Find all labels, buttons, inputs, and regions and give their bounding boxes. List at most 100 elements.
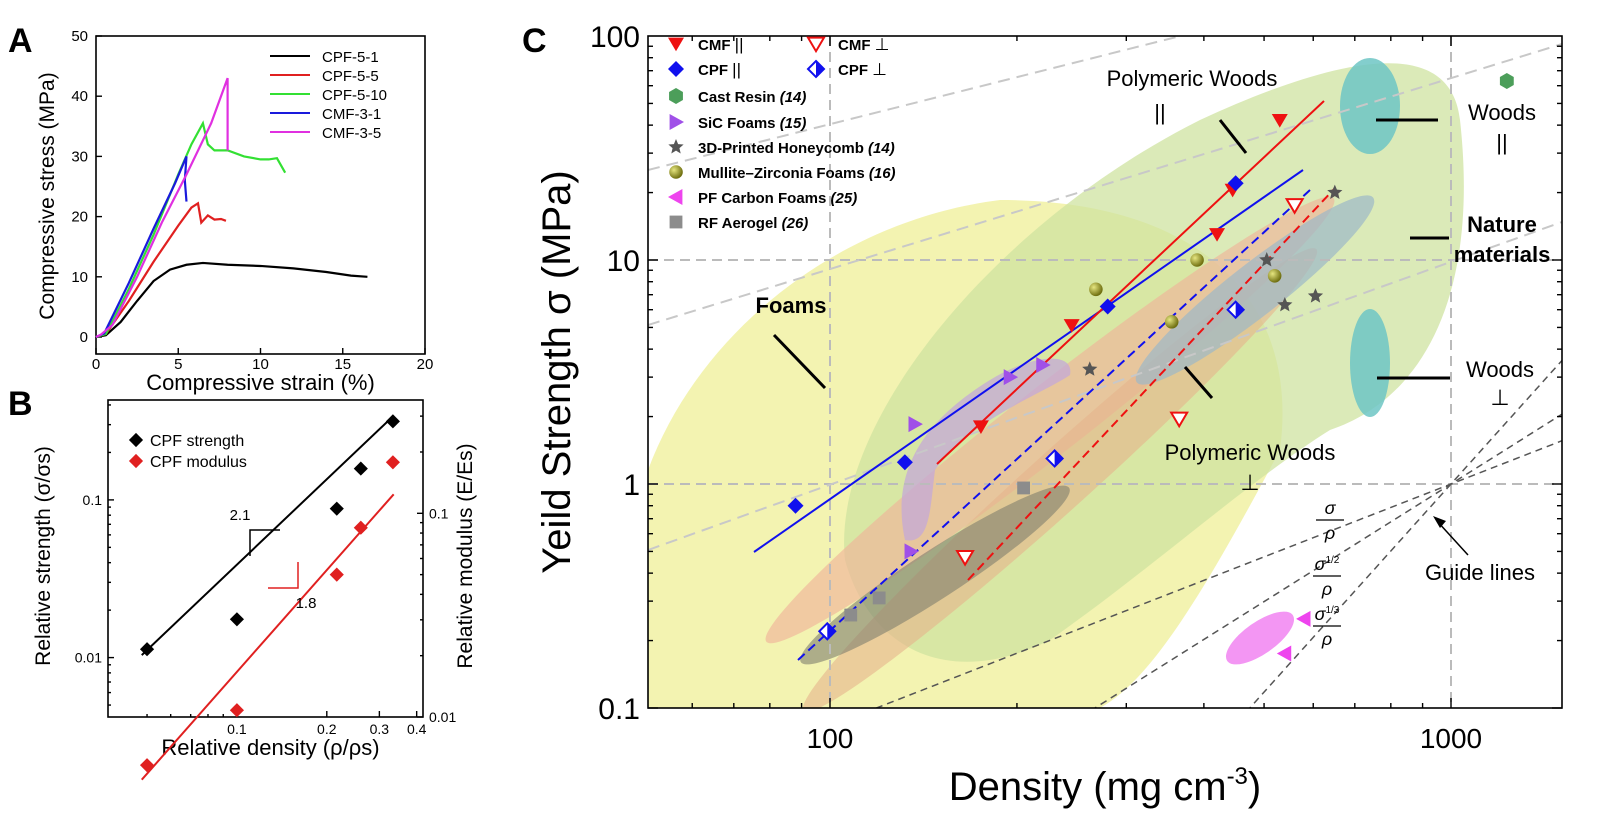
panel-a-line-chart: A 0 5 10 15 20 0 10 20 30 40 50 Compressive strain (… [8,22,433,395]
guide-denominator: ρ [1321,579,1332,599]
panel-c-ashby-chart: C 100 1000 0.1 1 10 100 Density (mg cm-3) Yeild … [522,21,1563,809]
legend-label-mullite-zirconia-foams: Mullite–Zirconia Foams (16) [698,165,896,182]
marker-legend-3d-printed-honeycomb [668,139,684,154]
guide-numerator: σ1/3 [1315,604,1340,624]
marker-cpf [1227,175,1244,192]
x-tick-label: 10 [252,356,269,373]
panel-a-letter: A [8,22,33,60]
marker-sic-foams [904,543,919,560]
marker-mullite-zirconia-foams [1089,282,1103,297]
legend-label-cite: (14) [868,140,895,157]
legend-label-name: Mullite–Zirconia Foams [698,165,869,182]
data-point-cpf-modulus [353,520,368,535]
x-tick-label: 15 [334,356,351,373]
isoline-2 [648,36,1185,171]
marker-cast-resin [1499,72,1514,89]
guide-exponent: 1/3 [1325,605,1339,616]
marker-cmf [1209,228,1226,242]
marker-legend-mullite-zirconia-foams [669,165,683,179]
region-woods-parallel [1340,58,1400,154]
marker-pf-carbon-foams [1276,645,1292,662]
marker-fill [827,623,836,640]
label-woods-parallel-symbol: || [1496,130,1507,155]
marker-pf-carbon-foams [1296,610,1311,627]
label-woods-perpendicular-symbol: ⊥ [1490,385,1509,410]
legend-label-name: CPF [838,62,872,79]
arrowhead-guide-lines [1433,516,1446,528]
slope-triangle-modulus [268,562,299,589]
guide-symbol: σ [1315,554,1327,574]
legend-label: CMF-3-1 [322,106,381,123]
y-tick-label: 0.1 [598,693,640,726]
series-line-cmf-3-5 [95,77,229,338]
label-polymeric-woods-perpendicular-symbol: ⊥ [1240,470,1259,495]
guide-numerator: σ1/2 [1315,554,1340,574]
guide-symbol: σ [1315,604,1327,624]
guide-line-1 [1093,413,1562,708]
region-rf-aerogel [800,485,1070,665]
marker-legend-cpf [668,61,684,77]
x-tick-label: 5 [174,356,182,373]
y-tick-label: 0.01 [75,650,102,666]
y-tick-label: 40 [71,88,88,105]
marker-cmf [972,420,989,435]
legend-label-name: CMF [698,37,735,54]
x-tick-label: 0.4 [407,721,427,737]
x-axis-label: Relative density (ρ/ρs) [161,735,379,760]
x-axis-label: Compressive strain (%) [146,370,375,395]
data-point-cpf-strength [139,642,155,657]
marker-sic-foams [1003,369,1019,386]
data-point-cpf-modulus [139,758,155,773]
legend-label-cite: (15) [780,115,807,132]
y2-tick-label: 0.1 [429,505,449,521]
slope-label-modulus: 1.8 [296,595,317,612]
legend-label: CMF-3-5 [322,125,381,142]
guide-denominator: ρ [1321,629,1332,649]
marker-3d-printed-honeycomb [1327,184,1343,200]
marker-cmf [1284,198,1305,215]
legend-label-name: 3D-Printed Honeycomb [698,140,868,157]
marker-cmf [1063,319,1080,333]
legend-label-pf-carbon-foams: PF Carbon Foams (25) [698,190,857,207]
legend-label-name: SiC Foams [698,115,780,132]
legend-label-name: CPF [698,62,732,79]
marker-mullite-zirconia-foams [1164,314,1179,329]
marker-cmf [1271,113,1288,128]
guide-numerator: σ [1325,498,1337,518]
data-point-cpf-strength [329,501,344,516]
marker-rf-aerogel [844,608,858,622]
label-polymeric-woods-parallel: Polymeric Woods [1107,66,1278,91]
y-tick-label: 0.1 [83,492,103,508]
y2-tick-label: 0.01 [429,709,456,725]
legend-label-suffix: || [735,35,744,54]
legend-label-3d-printed-honeycomb: 3D-Printed Honeycomb (14) [698,140,895,157]
legend-label-suffix: || [732,60,741,79]
marker-mullite-zirconia-foams [1190,253,1204,267]
data-point-cpf-strength [229,612,244,627]
legend-label: CPF strength [150,433,244,450]
x-axis-label-tail: ) [1248,765,1261,809]
label-guide-lines: Guide lines [1425,560,1535,585]
marker-sic-foams [908,416,923,433]
legend-label: CPF-5-5 [322,68,379,85]
legend-label: CPF-5-10 [322,87,387,104]
legend-label-cite: (25) [831,190,858,207]
x-tick-label: 0 [92,356,100,373]
x-tick-label: 1000 [1420,723,1482,754]
marker-cpf [1045,449,1065,468]
x-tick-label: 100 [807,723,854,754]
guide-line-0 [874,440,1562,708]
y-axis-label: Yeild Strength σ (MPa) [535,170,579,573]
marker-mullite-zirconia-foams [1267,269,1282,283]
marker-3d-printed-honeycomb [1277,296,1293,312]
marker-legend-cmf [668,37,684,52]
legend-label-cite: (14) [780,89,807,106]
y-tick-label: 100 [590,21,640,54]
legend-label-name: Cast Resin [698,89,780,106]
series-line-cpf-5-5 [95,201,227,339]
marker-3d-printed-honeycomb [1307,288,1324,303]
fit-line-cpf-strength [141,414,395,656]
y-tick-label: 1 [623,469,640,502]
plot-area [648,36,1562,708]
